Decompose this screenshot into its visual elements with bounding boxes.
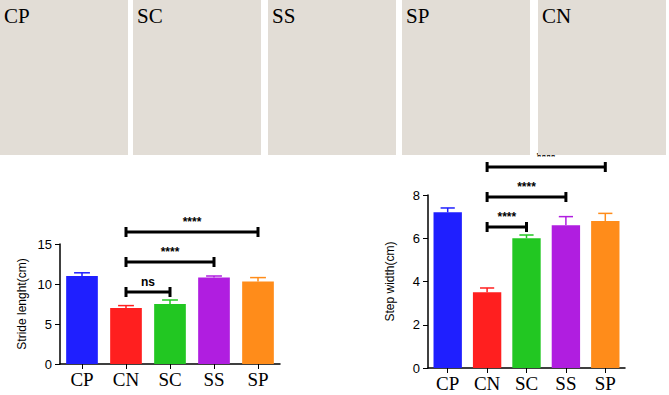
svg-text:SP: SP	[595, 373, 616, 394]
svg-text:CN: CN	[113, 369, 140, 390]
html-text:SS: SS	[272, 4, 296, 28]
html-text:CP: CP	[4, 4, 30, 28]
svg-text:CN: CN	[474, 373, 501, 394]
svg-text:SP: SP	[247, 369, 268, 390]
svg-text:SC: SC	[158, 369, 181, 390]
svg-text:0: 0	[45, 357, 52, 372]
svg-text:8: 8	[413, 188, 420, 203]
svg-text:****: ****	[161, 245, 180, 259]
svg-text:****: ****	[517, 180, 536, 194]
svg-text:****: ****	[183, 215, 202, 229]
svg-text:Step width(cm): Step width(cm)	[383, 241, 397, 321]
svg-text:ns: ns	[141, 275, 155, 289]
svg-text:15: 15	[38, 237, 52, 252]
svg-text:CP: CP	[436, 373, 459, 394]
html-text:SP: SP	[406, 4, 430, 28]
svg-text:6: 6	[413, 231, 420, 246]
svg-text:2: 2	[413, 317, 420, 332]
html-text:CN: CN	[542, 4, 572, 28]
svg-text:****: ****	[497, 210, 516, 224]
html-text:SC: SC	[137, 4, 163, 28]
svg-text:SS: SS	[555, 373, 576, 394]
svg-text:SC: SC	[515, 373, 538, 394]
svg-text:CP: CP	[70, 369, 93, 390]
svg-text:Stride lenght(cm): Stride lenght(cm)	[15, 258, 29, 349]
svg-text:5: 5	[45, 317, 52, 332]
svg-text:SS: SS	[203, 369, 224, 390]
svg-text:0: 0	[413, 361, 420, 376]
svg-text:10: 10	[38, 277, 52, 292]
svg-text:4: 4	[413, 274, 420, 289]
